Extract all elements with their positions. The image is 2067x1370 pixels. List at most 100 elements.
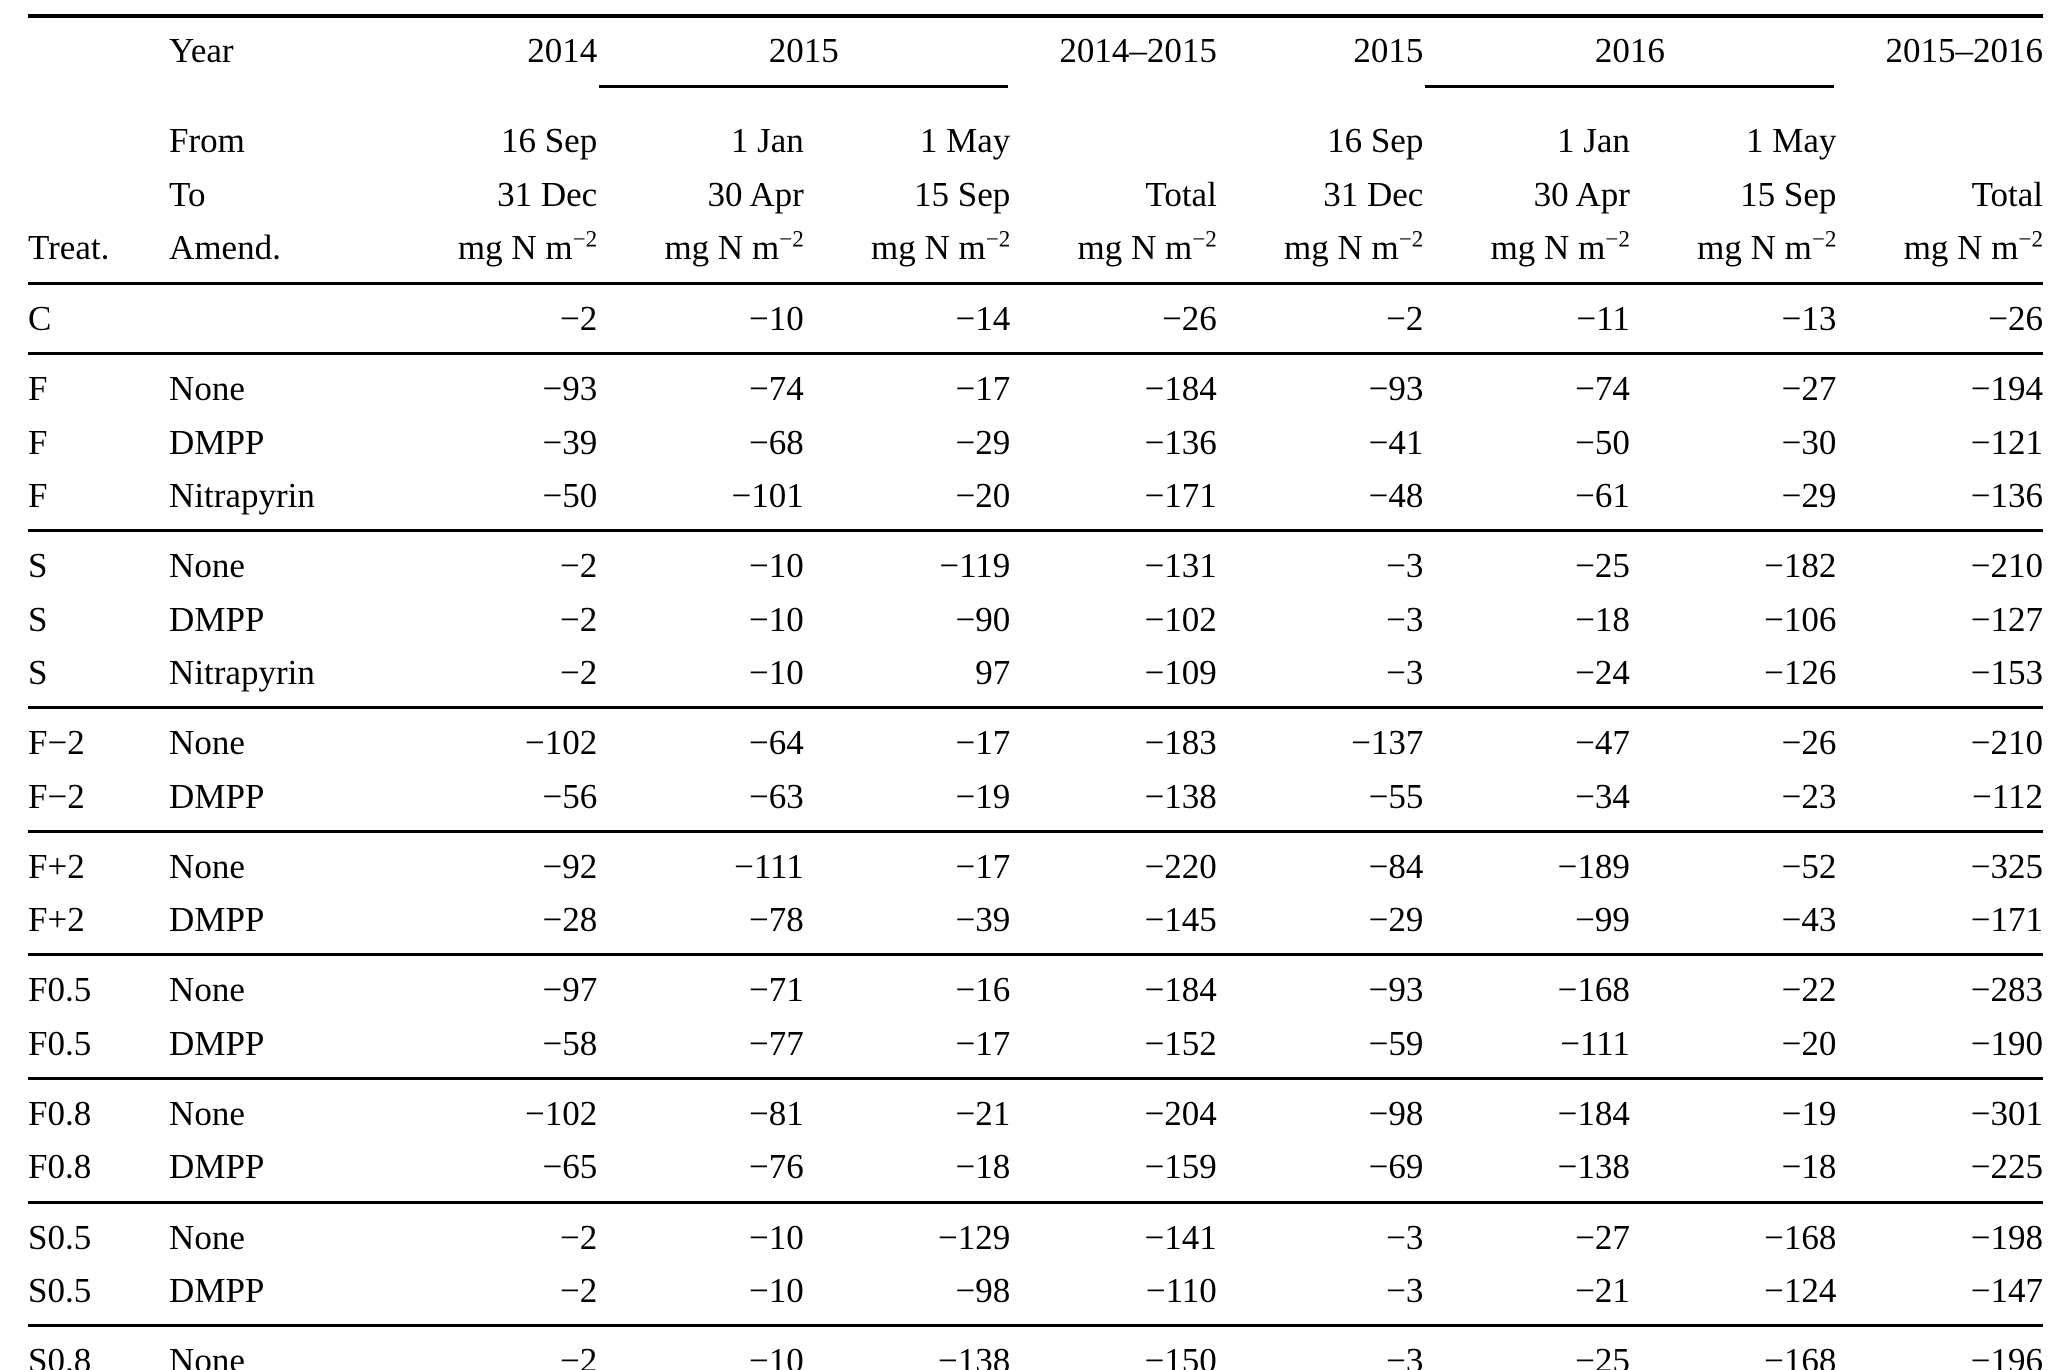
value-cell: −30 bbox=[1781, 422, 1837, 462]
amend-cell: DMPP bbox=[169, 1270, 265, 1310]
amend-cell: None bbox=[169, 1217, 245, 1257]
treat-cell: S0.8 bbox=[28, 1341, 92, 1370]
value-cell: −76 bbox=[749, 1147, 804, 1187]
value-cell: −10 bbox=[749, 1217, 804, 1257]
amend-cell: DMPP bbox=[169, 599, 265, 639]
value-cell: −97 bbox=[542, 970, 598, 1010]
value-cell: −68 bbox=[749, 422, 804, 462]
table-row: S Nitrapyrin −2 −10 97 −109 −3 −24 −126 −153 bbox=[28, 646, 2043, 708]
value-cell: −74 bbox=[1575, 369, 1630, 409]
amend-cell: None bbox=[169, 1094, 245, 1134]
value-cell: −126 bbox=[1764, 652, 1837, 692]
table-row: S DMPP −2 −10 −90 −102 −3 −18 −106 −127 bbox=[28, 593, 2043, 646]
value-cell: −127 bbox=[1970, 599, 2043, 639]
value-cell: −283 bbox=[1970, 970, 2043, 1010]
table-row: F−2 None −102 −64 −17 −183 −137 −47 −26 −210 bbox=[28, 708, 2043, 770]
value-cell: −168 bbox=[1764, 1217, 1837, 1257]
value-cell: −171 bbox=[1970, 900, 2043, 940]
value-cell: −136 bbox=[1970, 476, 2043, 516]
value-cell: −3 bbox=[1386, 1217, 1424, 1257]
unit-base: mg N m bbox=[870, 227, 986, 267]
unit-base: mg N m bbox=[1697, 227, 1812, 267]
value-cell: −301 bbox=[1970, 1094, 2043, 1134]
from-date-cell bbox=[1836, 106, 2043, 167]
value-cell: −138 bbox=[938, 1341, 1011, 1370]
value-cell: −63 bbox=[749, 776, 804, 816]
treat-cell: F bbox=[28, 476, 48, 516]
unit-cell: mg N m−2 bbox=[1010, 221, 1217, 284]
value-cell: −106 bbox=[1764, 599, 1837, 639]
table-row: C −2 −10 −14 −26 −2 −11 −13 −26 bbox=[28, 284, 2043, 354]
value-cell: −19 bbox=[955, 776, 1011, 816]
col-group-underline: 2015 bbox=[599, 30, 1009, 89]
treatment-group: C −2 −10 −14 −26 −2 −11 −13 −26 bbox=[28, 283, 2043, 354]
unit-base: mg N m bbox=[664, 227, 780, 267]
to-date-cell: 30 Apr bbox=[707, 174, 804, 214]
treat-cell: S0.5 bbox=[28, 1217, 92, 1257]
unit-exponent: −2 bbox=[1605, 225, 1630, 252]
value-cell: −225 bbox=[1970, 1147, 2043, 1187]
value-cell: −2 bbox=[1386, 299, 1424, 339]
treat-label: Treat. bbox=[28, 227, 110, 267]
value-cell: −184 bbox=[1144, 369, 1217, 409]
amend-label: Amend. bbox=[169, 227, 281, 267]
value-cell: −58 bbox=[542, 1023, 598, 1063]
amend-cell: None bbox=[169, 723, 245, 763]
value-cell: −141 bbox=[1144, 1217, 1217, 1257]
value-cell: −325 bbox=[1970, 846, 2043, 886]
value-cell: −50 bbox=[1575, 422, 1630, 462]
value-cell: −10 bbox=[749, 299, 804, 339]
table-row: S None −2 −10 −119 −131 −3 −25 −182 −210 bbox=[28, 531, 2043, 593]
corner-blank-cell bbox=[28, 16, 169, 106]
value-cell: −168 bbox=[1557, 970, 1630, 1010]
value-cell: −16 bbox=[955, 970, 1011, 1010]
value-cell: −77 bbox=[749, 1023, 804, 1063]
value-cell: −189 bbox=[1557, 846, 1630, 886]
table-row: F0.8 DMPP −65 −76 −18 −159 −69 −138 −18 −225 bbox=[28, 1140, 2043, 1202]
value-cell: −119 bbox=[939, 546, 1011, 586]
value-cell: −2 bbox=[559, 299, 598, 339]
value-cell: −56 bbox=[542, 776, 598, 816]
value-cell: −29 bbox=[1781, 476, 1837, 516]
value-cell: −184 bbox=[1557, 1094, 1630, 1134]
value-cell: −10 bbox=[749, 652, 804, 692]
to-date-cell: 31 Dec bbox=[1323, 174, 1424, 214]
unit-cell: mg N m−2 bbox=[804, 221, 1010, 284]
to-date-cell: 15 Sep bbox=[914, 174, 1011, 214]
value-cell: −190 bbox=[1970, 1023, 2043, 1063]
amend-cell: DMPP bbox=[169, 1023, 265, 1063]
to-date-cell: Total bbox=[1971, 174, 2043, 214]
value-cell: −29 bbox=[1368, 900, 1424, 940]
table-row: F−2 DMPP −56 −63 −19 −138 −55 −34 −23 −112 bbox=[28, 770, 2043, 832]
treatment-group: S0.8None−2−10−138−150−3−25−168−196S0.8DM… bbox=[28, 1325, 2043, 1370]
value-cell: −25 bbox=[1575, 1341, 1630, 1370]
from-date-cell: 1 Jan bbox=[730, 121, 804, 161]
value-cell: −18 bbox=[955, 1147, 1011, 1187]
treatment-group: S None −2 −10 −119 −131 −3 −25 −182 −210 S DMPP −2 −1… bbox=[28, 530, 2043, 708]
value-cell: −131 bbox=[1144, 546, 1217, 586]
value-cell: −145 bbox=[1144, 900, 1217, 940]
value-cell: −3 bbox=[1386, 1270, 1424, 1310]
value-cell: −26 bbox=[1988, 299, 2043, 339]
treat-cell: F−2 bbox=[28, 723, 85, 763]
value-cell: −3 bbox=[1386, 652, 1424, 692]
unit-base: mg N m bbox=[1490, 227, 1606, 267]
col-group-header: 2014–2015 bbox=[1059, 31, 1217, 70]
to-date-cell: 15 Sep bbox=[1740, 174, 1837, 214]
value-cell: −168 bbox=[1764, 1341, 1837, 1370]
unit-exponent: −2 bbox=[779, 225, 804, 252]
col-group-header: 2015–2016 bbox=[1885, 31, 2044, 70]
value-cell: −2 bbox=[559, 546, 598, 586]
value-cell: −18 bbox=[1781, 1147, 1837, 1187]
value-cell: −194 bbox=[1970, 369, 2043, 409]
value-cell: −137 bbox=[1351, 723, 1424, 763]
value-cell: −98 bbox=[955, 1270, 1011, 1310]
value-cell: −14 bbox=[955, 299, 1011, 339]
unit-cell: mg N m−2 bbox=[1217, 221, 1424, 284]
treatment-group: F−2 None −102 −64 −17 −183 −137 −47 −26 −210 F−2 DM… bbox=[28, 707, 2043, 832]
table-row: F+2 DMPP −28 −78 −39 −145 −29 −99 −43 −171 bbox=[28, 893, 2043, 955]
unit-exponent: −2 bbox=[1398, 225, 1424, 252]
col-group-header: 2015 bbox=[597, 16, 1010, 106]
treatment-group: F0.5 None −97 −71 −16 −184 −93 −168 −22 −283 F0.5 D… bbox=[28, 954, 2043, 1079]
treat-cell: F+2 bbox=[28, 900, 85, 940]
